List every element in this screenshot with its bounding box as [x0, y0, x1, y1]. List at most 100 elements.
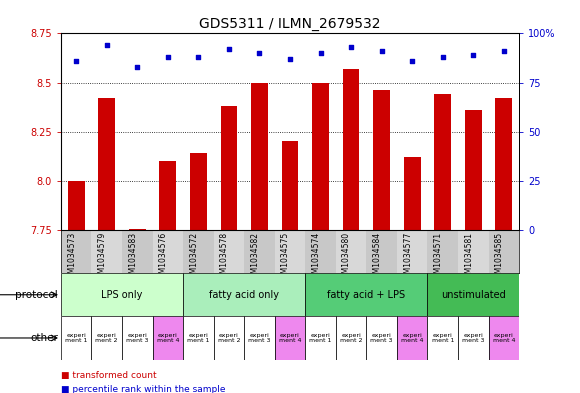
Text: unstimulated: unstimulated	[441, 290, 506, 300]
Text: experi
ment 4: experi ment 4	[279, 332, 301, 343]
Text: experi
ment 3: experi ment 3	[371, 332, 393, 343]
Bar	[244, 316, 275, 360]
Point	[469, 52, 478, 58]
Bar	[458, 316, 488, 360]
Bar	[427, 316, 458, 360]
Bar	[312, 83, 329, 230]
Text: GSM1034573: GSM1034573	[67, 232, 76, 283]
Bar	[213, 316, 244, 360]
Text: GSM1034578: GSM1034578	[220, 232, 229, 283]
Bar	[343, 69, 360, 230]
Bar	[488, 316, 519, 360]
Bar	[275, 316, 305, 360]
Bar	[183, 230, 213, 273]
Bar	[488, 230, 519, 273]
Bar	[404, 157, 420, 230]
Bar	[397, 316, 427, 360]
Bar	[220, 106, 237, 230]
Bar	[190, 153, 206, 230]
Bar	[129, 229, 146, 230]
Bar	[213, 230, 244, 273]
Bar	[336, 230, 367, 273]
Text: experi
ment 2: experi ment 2	[96, 332, 118, 343]
Text: GSM1034584: GSM1034584	[372, 232, 382, 283]
Bar	[251, 83, 268, 230]
Text: GSM1034583: GSM1034583	[128, 232, 137, 283]
Bar	[367, 230, 397, 273]
Text: other: other	[30, 333, 58, 343]
Point	[255, 50, 264, 56]
Point	[438, 54, 447, 60]
Bar	[427, 230, 458, 273]
Text: experi
ment 4: experi ment 4	[492, 332, 515, 343]
Bar	[427, 273, 519, 316]
Text: GSM1034575: GSM1034575	[281, 232, 290, 283]
Bar	[153, 230, 183, 273]
Bar	[367, 316, 397, 360]
Text: GSM1034571: GSM1034571	[434, 232, 443, 283]
Point	[194, 54, 203, 60]
Text: LPS only: LPS only	[102, 290, 143, 300]
Text: experi
ment 1: experi ment 1	[187, 332, 209, 343]
Point	[102, 42, 111, 48]
Point	[499, 48, 509, 54]
Bar	[374, 90, 390, 230]
Point	[316, 50, 325, 56]
Text: experi
ment 1: experi ment 1	[432, 332, 454, 343]
Text: GSM1034582: GSM1034582	[251, 232, 259, 283]
Text: GSM1034585: GSM1034585	[495, 232, 504, 283]
Bar	[183, 273, 305, 316]
Point	[346, 44, 356, 50]
Text: GSM1034572: GSM1034572	[189, 232, 198, 283]
Bar	[458, 230, 488, 273]
Point	[71, 58, 81, 64]
Text: experi
ment 1: experi ment 1	[309, 332, 332, 343]
Text: experi
ment 1: experi ment 1	[65, 332, 88, 343]
Text: GSM1034581: GSM1034581	[464, 232, 473, 283]
Text: experi
ment 2: experi ment 2	[218, 332, 240, 343]
Text: GSM1034580: GSM1034580	[342, 232, 351, 283]
Text: GSM1034577: GSM1034577	[403, 232, 412, 283]
Bar	[305, 273, 427, 316]
Bar	[305, 230, 336, 273]
Bar	[465, 110, 481, 230]
Bar	[61, 273, 183, 316]
Bar	[282, 141, 298, 230]
Bar	[61, 230, 92, 273]
Text: GSM1034574: GSM1034574	[311, 232, 321, 283]
Text: experi
ment 3: experi ment 3	[248, 332, 271, 343]
Bar	[92, 230, 122, 273]
Text: experi
ment 2: experi ment 2	[340, 332, 362, 343]
Text: GSM1034576: GSM1034576	[159, 232, 168, 283]
Text: ■ percentile rank within the sample: ■ percentile rank within the sample	[61, 385, 226, 393]
Bar	[397, 230, 427, 273]
Bar	[122, 230, 153, 273]
Text: protocol: protocol	[15, 290, 58, 300]
Text: fatty acid only: fatty acid only	[209, 290, 279, 300]
Text: ■ transformed count: ■ transformed count	[61, 371, 157, 380]
Text: experi
ment 3: experi ment 3	[462, 332, 484, 343]
Bar	[305, 316, 336, 360]
Bar	[68, 181, 85, 230]
Bar	[495, 98, 512, 230]
Bar	[122, 316, 153, 360]
Point	[163, 54, 172, 60]
Bar	[92, 316, 122, 360]
Point	[224, 46, 234, 52]
Point	[285, 56, 295, 62]
Bar	[153, 316, 183, 360]
Text: fatty acid + LPS: fatty acid + LPS	[327, 290, 405, 300]
Bar	[183, 316, 213, 360]
Point	[408, 58, 417, 64]
Bar	[160, 161, 176, 230]
Bar	[434, 94, 451, 230]
Point	[133, 64, 142, 70]
Text: experi
ment 4: experi ment 4	[401, 332, 423, 343]
Text: experi
ment 4: experi ment 4	[157, 332, 179, 343]
Title: GDS5311 / ILMN_2679532: GDS5311 / ILMN_2679532	[200, 17, 380, 31]
Bar	[244, 230, 275, 273]
Bar	[61, 316, 92, 360]
Bar	[99, 98, 115, 230]
Bar	[336, 316, 367, 360]
Text: experi
ment 3: experi ment 3	[126, 332, 148, 343]
